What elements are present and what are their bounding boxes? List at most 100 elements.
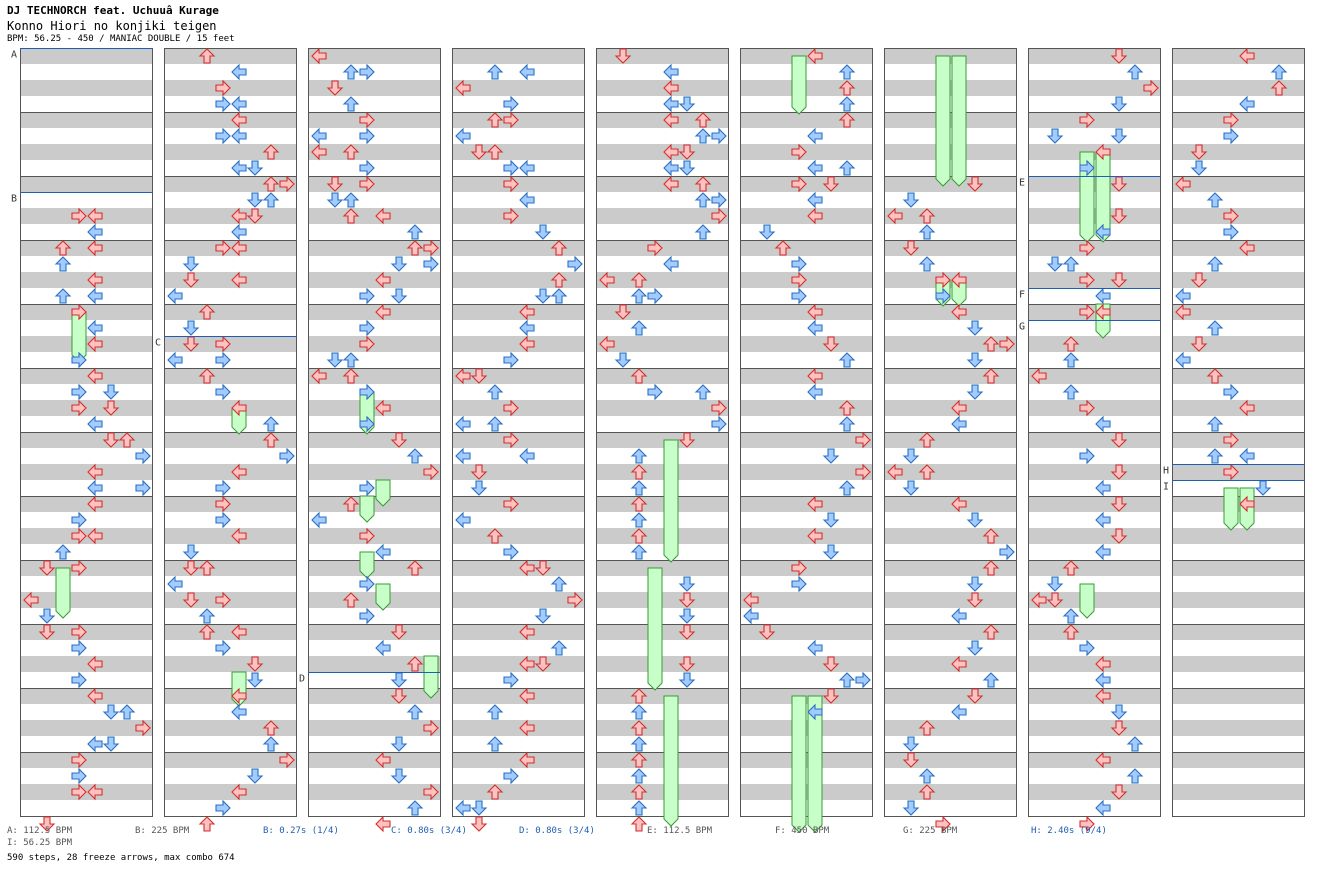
down-arrow-icon <box>758 624 776 640</box>
up-arrow-icon <box>118 432 136 448</box>
right-arrow-icon <box>647 383 663 401</box>
left-arrow-icon <box>807 527 823 545</box>
beat-band <box>164 48 296 64</box>
left-arrow-icon <box>599 335 615 353</box>
beat-band <box>20 48 152 64</box>
up-arrow-icon <box>262 720 280 736</box>
down-arrow-icon <box>678 592 696 608</box>
left-arrow-icon <box>519 719 535 737</box>
down-arrow-icon <box>1254 480 1272 496</box>
beat-band <box>596 752 728 768</box>
beat-band <box>884 528 1016 544</box>
beat-band <box>1172 720 1304 736</box>
beat-band <box>308 656 440 672</box>
beat-band <box>884 720 1016 736</box>
down-arrow-icon <box>534 608 552 624</box>
right-arrow-icon <box>1223 223 1239 241</box>
down-arrow-icon <box>966 640 984 656</box>
right-arrow-icon <box>791 143 807 161</box>
up-arrow-icon <box>918 768 936 784</box>
beat-band <box>1028 432 1160 448</box>
left-arrow-icon <box>1175 287 1191 305</box>
right-arrow-icon <box>503 111 519 129</box>
up-arrow-icon <box>838 352 856 368</box>
up-arrow-icon <box>54 256 72 272</box>
down-arrow-icon <box>966 176 984 192</box>
beat-band <box>452 240 584 256</box>
left-arrow-icon <box>1095 687 1111 705</box>
left-arrow-icon <box>87 783 103 801</box>
down-arrow-icon <box>678 624 696 640</box>
down-arrow-icon <box>1110 496 1128 512</box>
up-arrow-icon <box>342 352 360 368</box>
right-arrow-icon <box>359 527 375 545</box>
up-arrow-icon <box>630 768 648 784</box>
down-arrow-icon <box>534 224 552 240</box>
legend-c: C: 0.80s (3/4) <box>391 826 467 836</box>
left-arrow-icon <box>167 351 183 369</box>
down-arrow-icon <box>390 672 408 688</box>
up-arrow-icon <box>406 448 424 464</box>
up-arrow-icon <box>838 96 856 112</box>
chart-column <box>164 48 297 817</box>
right-arrow-icon <box>215 351 231 369</box>
up-arrow-icon <box>198 48 216 64</box>
down-arrow-icon <box>614 48 632 64</box>
down-arrow-icon <box>1190 336 1208 352</box>
right-arrow-icon <box>71 783 87 801</box>
right-arrow-icon <box>71 303 87 321</box>
left-arrow-icon <box>375 207 391 225</box>
down-arrow-icon <box>614 352 632 368</box>
right-arrow-icon <box>855 671 871 689</box>
freeze-arrow <box>807 695 823 833</box>
beat-band <box>20 80 152 96</box>
beat-band <box>596 144 728 160</box>
beat-band <box>596 464 728 480</box>
left-arrow-icon <box>951 303 967 321</box>
left-arrow-icon <box>87 687 103 705</box>
beat-band <box>740 336 872 352</box>
down-arrow-icon <box>1190 144 1208 160</box>
up-arrow-icon <box>838 400 856 416</box>
beat-band <box>740 624 872 640</box>
beat-band <box>164 272 296 288</box>
left-arrow-icon <box>231 111 247 129</box>
left-arrow-icon <box>311 143 327 161</box>
right-arrow-icon <box>215 639 231 657</box>
up-arrow-icon <box>630 448 648 464</box>
left-arrow-icon <box>1239 399 1255 417</box>
down-arrow-icon <box>902 752 920 768</box>
down-arrow-icon <box>470 368 488 384</box>
down-arrow-icon <box>966 688 984 704</box>
beat-band <box>164 560 296 576</box>
right-arrow-icon <box>135 719 151 737</box>
left-arrow-icon <box>1095 751 1111 769</box>
column-border <box>596 48 729 817</box>
freeze-arrow <box>375 479 391 507</box>
column-border <box>164 48 297 817</box>
beat-band <box>308 144 440 160</box>
up-arrow-icon <box>550 288 568 304</box>
beat-band <box>740 400 872 416</box>
left-arrow-icon <box>1095 415 1111 433</box>
right-arrow-icon <box>711 399 727 417</box>
up-arrow-icon <box>630 800 648 816</box>
down-arrow-icon <box>390 688 408 704</box>
beat-band <box>1172 400 1304 416</box>
left-arrow-icon <box>311 47 327 65</box>
down-arrow-icon <box>966 352 984 368</box>
up-arrow-icon <box>838 416 856 432</box>
down-arrow-icon <box>902 192 920 208</box>
beat-band <box>452 784 584 800</box>
left-arrow-icon <box>1239 447 1255 465</box>
beat-band <box>596 112 728 128</box>
speed-marker-label: F <box>1019 290 1025 301</box>
right-arrow-icon <box>1079 303 1095 321</box>
beat-band <box>20 144 152 160</box>
left-arrow-icon <box>519 335 535 353</box>
right-arrow-icon <box>71 559 87 577</box>
chart-column <box>740 48 873 817</box>
up-arrow-icon <box>406 656 424 672</box>
legend-i: I: 56.25 BPM <box>7 838 73 848</box>
down-arrow-icon <box>390 432 408 448</box>
